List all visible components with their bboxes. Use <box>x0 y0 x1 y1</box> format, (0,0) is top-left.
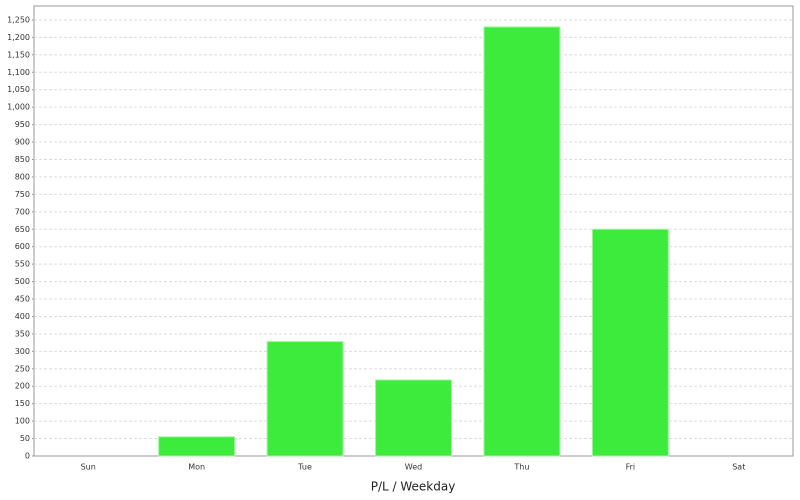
x-tick-label: Sun <box>81 463 96 472</box>
x-tick-label: Wed <box>405 463 422 472</box>
y-tick-label: 1,000 <box>7 103 30 112</box>
y-tick-label: 50 <box>20 434 30 443</box>
y-tick-label: 400 <box>15 312 30 321</box>
y-tick-label: 450 <box>15 295 30 304</box>
y-tick-label: 600 <box>15 242 30 251</box>
x-tick-label: Sat <box>732 463 745 472</box>
y-tick-label: 1,250 <box>7 15 30 24</box>
x-tick-label: Thu <box>513 463 529 472</box>
y-tick-label: 1,050 <box>7 85 30 94</box>
y-tick-label: 250 <box>15 364 30 373</box>
x-tick-label: Fri <box>626 463 636 472</box>
y-tick-label: 300 <box>15 347 30 356</box>
y-tick-label: 200 <box>15 382 30 391</box>
y-tick-label: 1,150 <box>7 50 30 59</box>
y-tick-label: 700 <box>15 207 30 216</box>
x-tick-label: Tue <box>297 463 312 472</box>
bar <box>266 341 344 457</box>
y-tick-label: 750 <box>15 190 30 199</box>
y-tick-label: 950 <box>15 120 30 129</box>
y-tick-label: 1,200 <box>7 33 30 42</box>
bar <box>158 436 236 457</box>
bar <box>375 379 452 457</box>
y-tick-label: 800 <box>15 172 30 181</box>
y-tick-label: 100 <box>15 417 30 426</box>
x-axis-title: P/L / Weekday <box>371 480 456 494</box>
y-tick-label: 150 <box>15 399 30 408</box>
y-tick-label: 500 <box>15 277 30 286</box>
y-tick-label: 850 <box>15 155 30 164</box>
y-tick-label: 350 <box>15 329 30 338</box>
y-tick-label: 900 <box>15 138 30 147</box>
y-tick-label: 1,100 <box>7 68 30 77</box>
bar <box>483 26 561 457</box>
x-tick-label: Mon <box>188 463 205 472</box>
y-tick-label: 0 <box>25 452 30 461</box>
y-tick-label: 650 <box>15 225 30 234</box>
bar <box>591 228 669 457</box>
y-tick-label: 550 <box>15 260 30 269</box>
